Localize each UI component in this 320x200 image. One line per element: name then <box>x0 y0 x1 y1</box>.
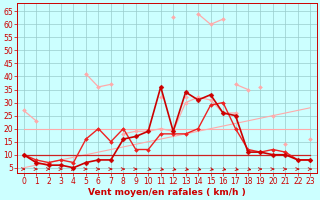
X-axis label: Vent moyen/en rafales ( km/h ): Vent moyen/en rafales ( km/h ) <box>88 188 246 197</box>
